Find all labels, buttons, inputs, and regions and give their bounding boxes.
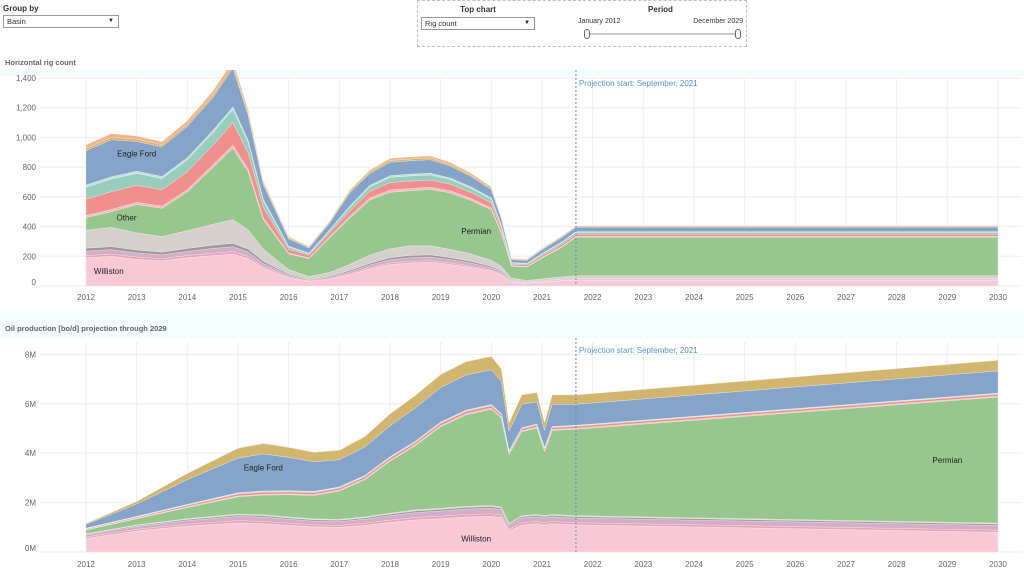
- y-tick-label: 0: [32, 278, 37, 287]
- y-tick-label: 6M: [25, 400, 36, 409]
- rig-count-chart: Projection start: September, 2021 2012 201…: [16, 70, 1022, 302]
- area-label: Eagle Ford: [244, 463, 283, 472]
- panel-separator: [0, 70, 1024, 76]
- x-tick-label: 2014: [178, 293, 196, 302]
- x-tick-label: 2027: [837, 560, 855, 569]
- chevron-down-icon: ▼: [524, 20, 530, 26]
- group-by-control: Group by Basin ▼: [3, 4, 119, 28]
- panel-separator: [0, 312, 1024, 338]
- x-tick-label: 2023: [634, 293, 652, 302]
- area-series-orange[interactable]: [85, 355, 999, 524]
- period-slider-start-handle[interactable]: [584, 29, 590, 39]
- x-tick-label: 2016: [280, 293, 298, 302]
- area-label: Williston: [461, 535, 491, 544]
- x-tick-label: 2020: [482, 293, 500, 302]
- x-tick-label: 2026: [786, 560, 804, 569]
- group-by-label: Group by: [3, 4, 39, 13]
- x-tick-label: 2022: [584, 293, 602, 302]
- y-tick-label: 800: [23, 163, 37, 172]
- period-slider-end-handle[interactable]: [735, 29, 741, 39]
- x-tick-label: 2029: [938, 293, 956, 302]
- chart-controls-panel: Top chart Rig count ▼ Period January 201…: [417, 0, 747, 47]
- x-tick-label: 2027: [837, 293, 855, 302]
- period-start-label: January 2012: [578, 18, 621, 25]
- x-tick-label: 2019: [432, 560, 450, 569]
- y-tick-label: 1,000: [16, 133, 37, 142]
- x-tick-label: 2029: [938, 560, 956, 569]
- x-tick-label: 2013: [128, 560, 146, 569]
- top-chart-control: Top chart Rig count ▼: [421, 5, 535, 30]
- x-tick-label: 2021: [533, 560, 551, 569]
- x-tick-label: 2028: [888, 293, 906, 302]
- period-slider-track: [586, 33, 739, 35]
- period-range-labels: January 2012 December 2029: [578, 18, 743, 25]
- x-tick-label: 2024: [685, 293, 703, 302]
- period-slider[interactable]: [578, 28, 743, 40]
- x-tick-label: 2021: [533, 293, 551, 302]
- x-tick-label: 2023: [634, 560, 652, 569]
- x-tick-label: 2018: [381, 560, 399, 569]
- oil-production-chart: Projection start: September, 2021 2012 201…: [25, 338, 1022, 569]
- area-series-orange[interactable]: [85, 70, 999, 260]
- x-tick-label: 2025: [736, 560, 754, 569]
- x-tick-label: 2014: [178, 560, 196, 569]
- group-by-dropdown[interactable]: Basin ▼: [3, 15, 119, 28]
- projection-start-label: Projection start: September, 2021: [579, 79, 698, 88]
- x-tick-label: 2012: [77, 293, 95, 302]
- period-label: Period: [648, 5, 673, 14]
- top-chart-label: Top chart: [460, 5, 496, 14]
- x-tick-label: 2015: [229, 560, 247, 569]
- x-tick-label: 2020: [482, 560, 500, 569]
- y-tick-label: 0M: [25, 544, 36, 553]
- x-tick-label: 2024: [685, 560, 703, 569]
- x-tick-label: 2030: [989, 560, 1007, 569]
- x-tick-label: 2017: [330, 293, 348, 302]
- y-tick-label: 8M: [25, 350, 36, 359]
- y-tick-label: 400: [23, 223, 37, 232]
- period-end-label: December 2029: [693, 18, 743, 25]
- y-tick-label: 600: [23, 193, 37, 202]
- group-by-value: Basin: [7, 17, 26, 26]
- x-tick-label: 2017: [330, 560, 348, 569]
- top-chart-dropdown[interactable]: Rig count ▼: [421, 17, 535, 30]
- y-tick-label: 1,400: [16, 74, 37, 83]
- stacked-areas: [85, 355, 999, 553]
- x-tick-label: 2030: [989, 293, 1007, 302]
- y-tick-label: 2M: [25, 499, 36, 508]
- x-tick-label: 2019: [432, 293, 450, 302]
- top-chart-value: Rig count: [425, 19, 457, 28]
- area-label: Permian: [461, 227, 491, 236]
- area-label: Permian: [932, 456, 962, 465]
- chevron-down-icon: ▼: [108, 18, 114, 24]
- y-tick-label: 4M: [25, 449, 36, 458]
- area-label: Eagle Ford: [117, 150, 156, 159]
- oil-production-chart-title: Oil production [bo/d] projection through…: [5, 324, 167, 333]
- area-label: Other: [117, 214, 137, 223]
- y-tick-label: 200: [23, 252, 37, 261]
- y-tick-label: 1,200: [16, 104, 37, 113]
- projection-start-label: Projection start: September, 2021: [579, 346, 698, 355]
- x-tick-label: 2025: [736, 293, 754, 302]
- x-tick-label: 2022: [584, 560, 602, 569]
- x-tick-label: 2028: [888, 560, 906, 569]
- x-tick-label: 2026: [786, 293, 804, 302]
- x-tick-label: 2013: [128, 293, 146, 302]
- rig-count-chart-title: Horizontal rig count: [5, 58, 76, 67]
- x-tick-label: 2016: [280, 560, 298, 569]
- stacked-areas: [85, 70, 999, 287]
- period-control: Period January 2012 December 2029: [578, 5, 743, 40]
- x-tick-label: 2012: [77, 560, 95, 569]
- area-label: Williston: [94, 267, 124, 276]
- x-tick-label: 2018: [381, 293, 399, 302]
- x-tick-label: 2015: [229, 293, 247, 302]
